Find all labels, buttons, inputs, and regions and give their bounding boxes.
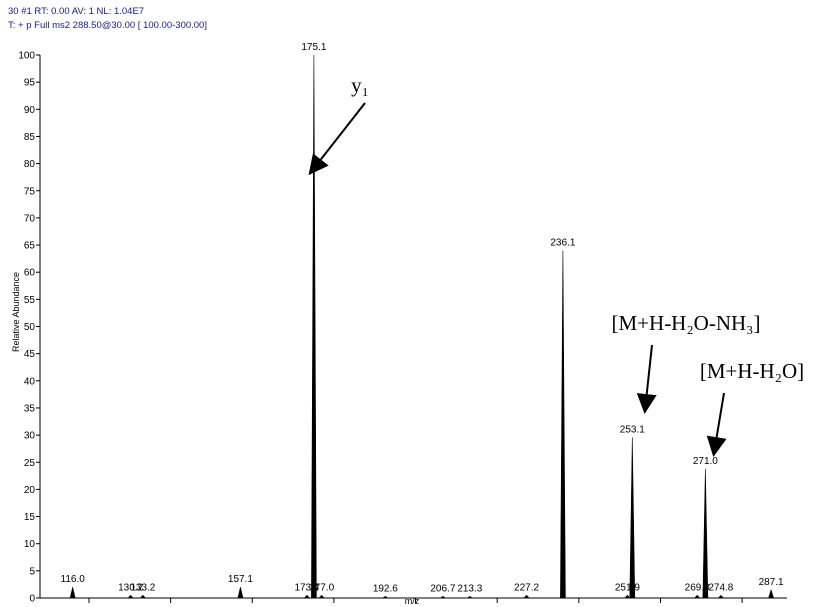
peak	[624, 594, 631, 599]
y-tick-label: 15	[24, 512, 36, 523]
peak	[702, 468, 709, 599]
y-tick-label: 95	[24, 78, 36, 89]
peak	[69, 587, 76, 599]
y-tick-label: 5	[29, 566, 35, 577]
peak	[694, 594, 701, 599]
peak	[560, 250, 566, 599]
peak-label: 130.2	[118, 582, 143, 593]
peak-label: 206.7	[430, 583, 455, 594]
annotation: y₁	[351, 73, 369, 97]
y-tick-label: 75	[24, 186, 36, 197]
y-tick-label: 80	[24, 159, 36, 170]
peak	[466, 596, 474, 599]
y-tick-label: 100	[18, 51, 35, 62]
peak	[127, 594, 134, 599]
y-tick-label: 45	[24, 349, 36, 360]
y-tick-label: 90	[24, 105, 36, 116]
y-tick-label: 70	[24, 213, 36, 224]
y-tick-label: 50	[24, 322, 36, 333]
peak	[381, 596, 389, 599]
x-axis-label: m/z	[405, 596, 420, 606]
peak-label: 253.1	[620, 424, 645, 435]
peak	[311, 54, 317, 599]
y-tick-label: 30	[24, 431, 36, 442]
y-tick-label: 60	[24, 268, 36, 279]
peak-label: 133.2	[130, 582, 155, 593]
y-tick-label: 25	[24, 458, 36, 469]
peak-label: 173.4	[294, 582, 319, 593]
peak-label: 177.0	[309, 582, 334, 593]
y-tick-label: 35	[24, 403, 36, 414]
annotation-arrow	[636, 344, 657, 414]
peak	[237, 587, 244, 599]
peak-label: 274.8	[708, 582, 733, 593]
annotation: [M+H-H₂O-NH₃]	[612, 311, 761, 335]
header-line: 30 #1 RT: 0.00 AV: 1 NL: 1.04E7	[8, 6, 144, 17]
peak	[139, 594, 147, 599]
peak	[717, 594, 725, 599]
header-line: T: + p Full ms2 288.50@30.00 [ 100.00-30…	[8, 20, 207, 31]
y-tick-label: 40	[24, 376, 36, 387]
y-tick-label: 65	[24, 241, 36, 252]
peak	[303, 594, 311, 599]
peak	[318, 594, 325, 599]
peak	[439, 596, 447, 599]
peak	[523, 594, 530, 599]
annotation-arrow	[706, 392, 727, 457]
peak	[768, 588, 774, 599]
y-tick-label: 10	[24, 539, 36, 550]
peak-label: 227.2	[514, 582, 539, 593]
peak-label: 157.1	[228, 574, 253, 585]
y-tick-label: 20	[24, 485, 36, 496]
y-tick-label: 0	[29, 594, 35, 605]
annotation-arrow	[308, 102, 366, 176]
annotation: [M+H-H₂O]	[700, 359, 804, 383]
peak-label: 251.9	[615, 582, 640, 593]
peak	[629, 437, 636, 599]
peak-label: 175.1	[301, 42, 326, 53]
peak-label: 271.0	[693, 456, 718, 467]
y-tick-label: 55	[24, 295, 36, 306]
y-tick-label: 85	[24, 132, 36, 143]
peak-label: 213.3	[457, 583, 482, 594]
peak-label: 116.0	[61, 574, 86, 585]
peak-label: 269.0	[685, 582, 710, 593]
peak-label: 192.6	[373, 583, 398, 594]
peak-label: 236.1	[550, 237, 575, 248]
peak-label: 287.1	[759, 577, 784, 588]
y-axis-label: Relative Abundance	[11, 272, 21, 352]
